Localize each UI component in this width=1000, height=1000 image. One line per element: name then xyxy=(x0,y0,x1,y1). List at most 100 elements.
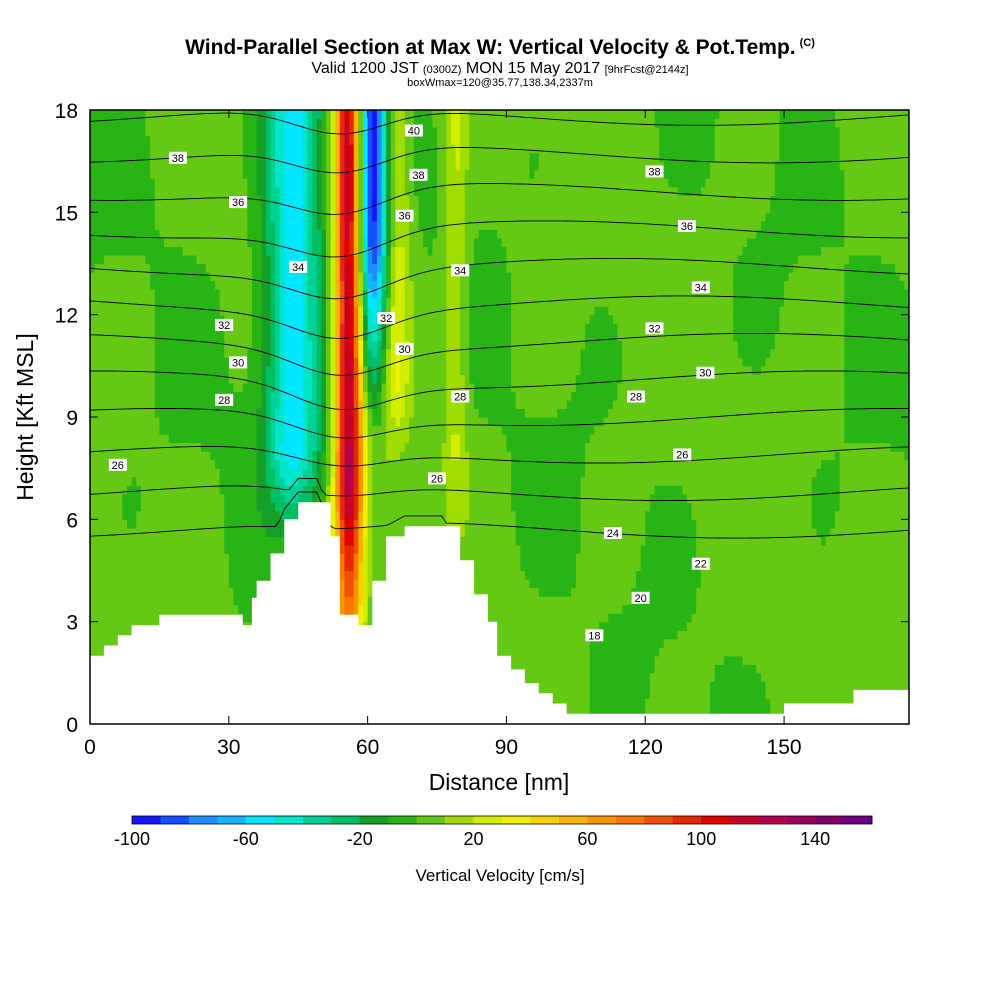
velocity-cell xyxy=(108,263,114,273)
velocity-cell xyxy=(196,579,202,589)
velocity-cell xyxy=(330,229,336,239)
velocity-cell xyxy=(367,195,373,205)
velocity-cell xyxy=(270,536,276,546)
velocity-cell xyxy=(330,169,336,179)
velocity-cell xyxy=(159,127,165,137)
velocity-cell xyxy=(367,306,373,316)
velocity-cell xyxy=(275,203,281,213)
velocity-cell xyxy=(339,434,346,444)
velocity-cell xyxy=(363,425,369,435)
velocity-cell xyxy=(145,144,151,154)
velocity-cell xyxy=(108,468,114,478)
velocity-cell xyxy=(353,254,359,265)
velocity-cell xyxy=(177,110,184,120)
velocity-cell xyxy=(358,340,364,350)
velocity-cell xyxy=(90,553,96,563)
velocity-cell xyxy=(242,451,248,461)
velocity-cell xyxy=(367,135,373,145)
velocity-cell xyxy=(367,476,373,486)
velocity-cell xyxy=(293,459,299,469)
velocity-cell xyxy=(140,237,147,248)
velocity-cell xyxy=(205,272,211,282)
velocity-cell xyxy=(99,237,105,248)
velocity-cell xyxy=(224,237,230,248)
velocity-cell xyxy=(113,587,119,597)
velocity-cell xyxy=(363,254,369,265)
velocity-cell xyxy=(108,178,114,188)
velocity-cell xyxy=(363,135,369,145)
velocity-cell xyxy=(187,604,193,614)
velocity-cell xyxy=(182,272,188,282)
velocity-cell xyxy=(363,348,369,358)
velocity-cell xyxy=(187,502,193,512)
velocity-cell xyxy=(242,570,248,580)
velocity-cell xyxy=(131,272,137,282)
velocity-cell xyxy=(219,587,225,597)
velocity-cell xyxy=(113,280,119,290)
velocity-cell xyxy=(210,374,216,384)
velocity-cell xyxy=(376,459,383,469)
velocity-cell xyxy=(140,118,147,128)
velocity-cell xyxy=(376,348,383,358)
velocity-cell xyxy=(164,561,170,572)
velocity-cell xyxy=(233,587,239,597)
velocity-cell xyxy=(404,246,410,256)
velocity-cell xyxy=(150,579,156,589)
velocity-cell xyxy=(233,425,239,435)
velocity-cell xyxy=(228,519,235,529)
velocity-cell xyxy=(173,451,179,461)
velocity-cell xyxy=(307,340,313,350)
velocity-cell xyxy=(210,203,216,213)
velocity-cell xyxy=(298,365,304,375)
velocity-cell xyxy=(349,442,355,452)
velocity-cell xyxy=(390,169,396,179)
velocity-cell xyxy=(279,169,285,179)
velocity-cell xyxy=(201,476,207,486)
velocity-cell xyxy=(330,323,336,333)
velocity-cell xyxy=(261,459,267,469)
velocity-cell xyxy=(298,382,304,393)
velocity-cell xyxy=(233,144,239,154)
velocity-cell xyxy=(177,579,184,589)
velocity-cell xyxy=(117,348,123,358)
velocity-cell xyxy=(150,280,156,290)
velocity-cell xyxy=(122,272,128,282)
velocity-cell xyxy=(381,519,387,529)
velocity-cell xyxy=(372,348,378,358)
velocity-cell xyxy=(330,127,336,137)
velocity-cell xyxy=(265,493,272,503)
velocity-cell xyxy=(113,374,119,384)
velocity-cell xyxy=(191,399,198,410)
velocity-cell xyxy=(339,544,346,555)
velocity-cell xyxy=(145,186,151,196)
velocity-cell xyxy=(298,110,304,120)
velocity-cell xyxy=(376,476,383,486)
velocity-cell xyxy=(330,476,336,486)
velocity-cell xyxy=(117,382,123,393)
velocity-cell xyxy=(99,169,105,179)
velocity-cell xyxy=(214,161,221,171)
velocity-cell xyxy=(261,331,267,341)
velocity-cell xyxy=(251,144,258,154)
velocity-cell xyxy=(177,459,184,469)
velocity-cell xyxy=(251,280,258,290)
velocity-cell xyxy=(113,536,119,546)
velocity-cell xyxy=(187,485,193,495)
velocity-cell xyxy=(108,399,114,410)
velocity-cell xyxy=(140,135,147,145)
velocity-cell xyxy=(325,237,332,248)
velocity-cell xyxy=(372,220,378,230)
velocity-cell xyxy=(395,272,401,282)
velocity-cell xyxy=(187,203,193,213)
velocity-cell xyxy=(321,246,327,256)
velocity-cell xyxy=(154,297,161,307)
velocity-cell xyxy=(381,135,387,145)
velocity-cell xyxy=(168,127,174,137)
velocity-cell xyxy=(372,152,378,162)
velocity-cell xyxy=(381,331,387,341)
velocity-cell xyxy=(224,434,230,444)
velocity-cell xyxy=(210,579,216,589)
velocity-cell xyxy=(182,144,188,154)
velocity-cell xyxy=(196,561,202,572)
velocity-cell xyxy=(99,613,105,623)
